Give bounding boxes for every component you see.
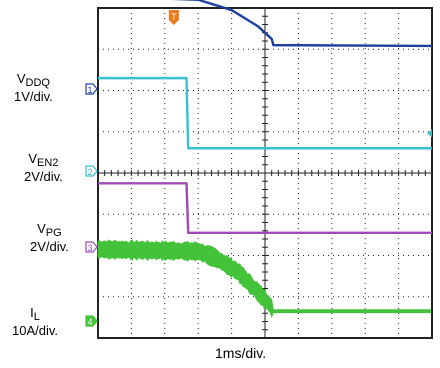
trace-ch1 <box>172 0 433 48</box>
ch3-sub: PG <box>45 227 62 239</box>
ch1-name: V <box>16 71 26 86</box>
ch3-scale: 2V/div. <box>30 239 69 254</box>
ch4-marker-text: 4 <box>87 317 92 327</box>
x-scale-label: 1ms/div. <box>215 345 267 361</box>
ch3-name: V <box>37 221 46 236</box>
ch1-marker-text: 1 <box>87 85 92 95</box>
ch2-name: V <box>28 151 38 166</box>
ch3-marker-text: 3 <box>87 243 92 253</box>
trace-ch2 <box>98 76 432 150</box>
trigger-marker: T <box>168 10 179 25</box>
label-ch1: VDDQ 1V/div. <box>14 72 53 104</box>
trace-ch3 <box>98 182 432 235</box>
ch4-sub: L <box>33 311 40 323</box>
ch2-marker-text: 2 <box>87 167 92 177</box>
trigger-marker-text: T <box>171 12 177 22</box>
ch3-marker: 3 <box>85 241 98 253</box>
label-ch3: VPG 2V/div. <box>30 222 69 254</box>
trace-ch4 <box>97 239 431 318</box>
ch4-name: I <box>30 305 34 320</box>
ch1-sub: DDQ <box>25 77 50 89</box>
ch1-scale: 1V/div. <box>14 89 53 104</box>
ch4-marker: 4 <box>85 315 98 327</box>
channel-markers: 1 2 3 4 T <box>85 10 432 327</box>
label-ch4: IL 10A/div. <box>12 306 58 338</box>
level-marker <box>427 129 432 138</box>
traces <box>97 0 433 318</box>
ch4-scale: 10A/div. <box>12 323 59 338</box>
ch2-scale: 2V/div. <box>24 169 63 184</box>
ch2-sub: EN2 <box>37 157 59 169</box>
label-ch2: VEN2 2V/div. <box>24 152 63 184</box>
ch2-marker: 2 <box>85 165 98 177</box>
ch1-marker: 1 <box>85 83 98 95</box>
grid <box>97 7 433 339</box>
